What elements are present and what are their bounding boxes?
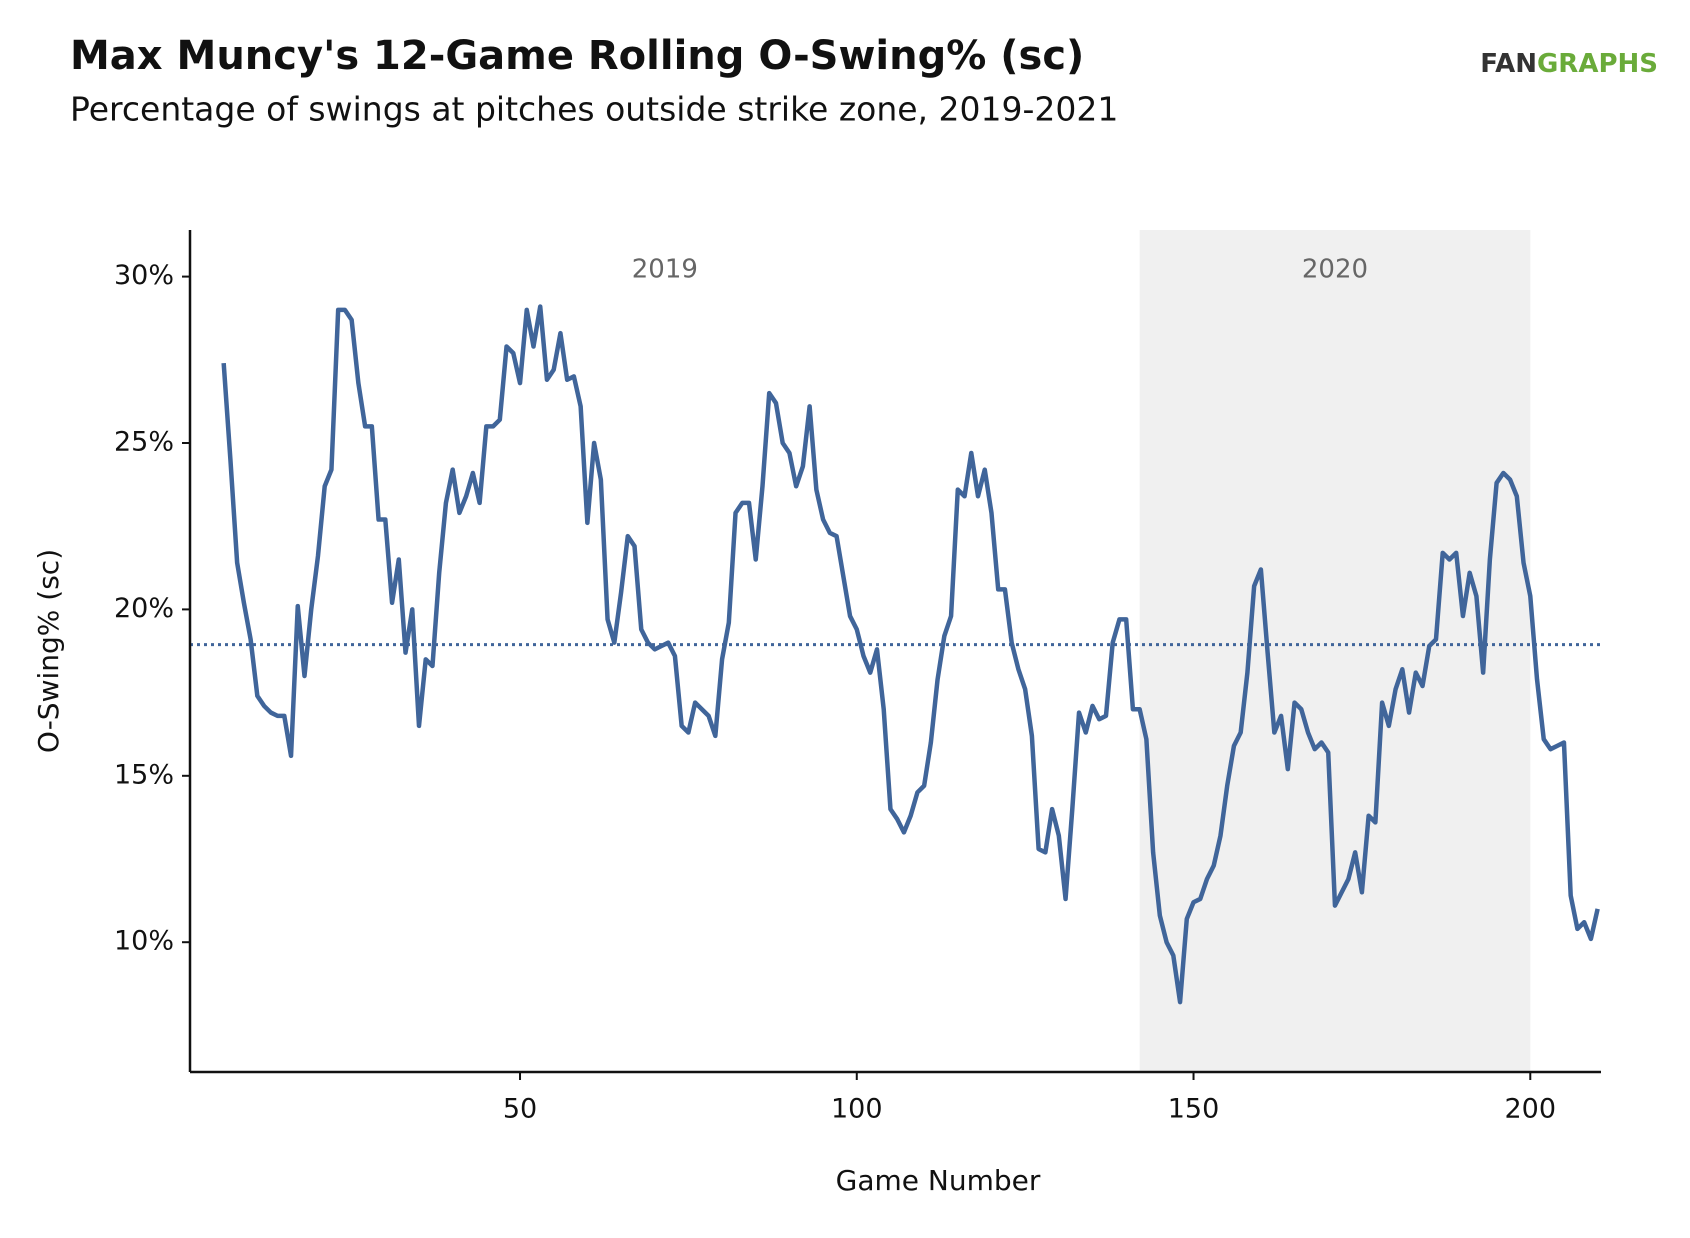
chart-title: Max Muncy's 12-Game Rolling O-Swing% (sc… — [70, 33, 1084, 79]
data-line — [221, 304, 1600, 1005]
x-axis-label: Game Number — [836, 1164, 1041, 1197]
y-tick-label: 15% — [114, 759, 174, 790]
logo-part: GRAPHS — [1537, 49, 1658, 79]
shaded-region — [1139, 230, 1531, 1072]
x-tick-label: 150 — [1168, 1094, 1220, 1125]
annotation: 2019 — [632, 254, 698, 284]
y-tick-label: 30% — [114, 260, 174, 291]
y-tick-label: 25% — [114, 426, 174, 457]
annotation: 2020 — [1302, 254, 1368, 284]
y-tick-label: 10% — [114, 926, 174, 957]
x-tick-label: 100 — [831, 1094, 883, 1125]
y-axis-label: O-Swing% (sc) — [32, 549, 65, 753]
chart-subtitle: Percentage of swings at pitches outside … — [70, 90, 1118, 129]
x-tick-label: 200 — [1505, 1094, 1557, 1125]
x-tick-label: 50 — [503, 1094, 537, 1125]
logo-part: FAN — [1480, 49, 1537, 79]
y-tick-label: 20% — [114, 593, 174, 624]
logo: FANGRAPHS — [1480, 49, 1658, 79]
